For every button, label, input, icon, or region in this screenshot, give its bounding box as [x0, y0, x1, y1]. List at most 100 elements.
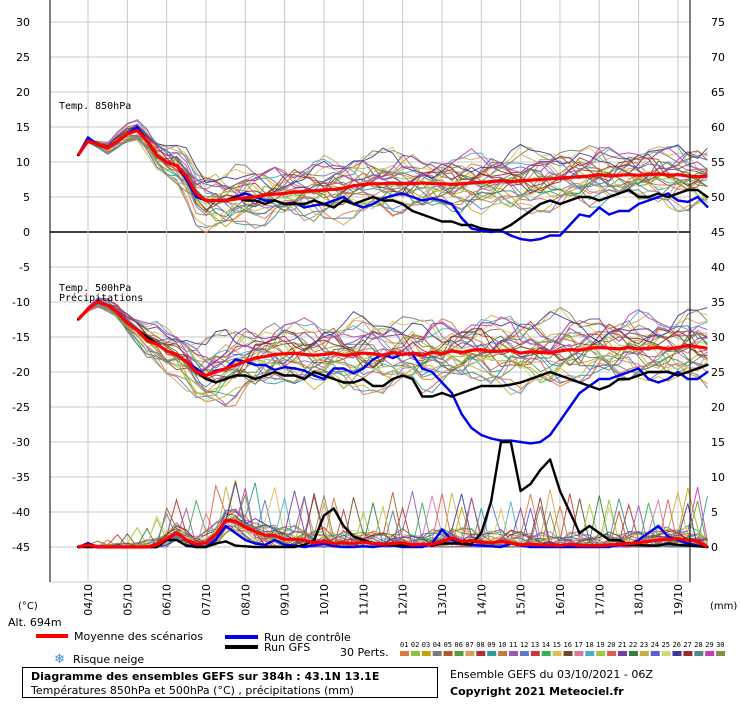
gfs-t500-point [332, 377, 335, 381]
legend-pert-swatch [585, 651, 595, 656]
control-t500-point [617, 374, 621, 377]
legend-pert-swatch [650, 651, 660, 656]
control-t850-point [696, 195, 699, 199]
control-t500-point [568, 405, 571, 409]
legend-pert-number: 03 [422, 641, 430, 649]
legend-pert-number: 14 [542, 641, 550, 649]
left-tick-label: -40 [12, 506, 30, 519]
gfs-precip-point [312, 538, 316, 542]
legend-pert-number: 21 [618, 641, 626, 649]
legend-pert-swatch [716, 651, 726, 656]
control-precip-point [371, 545, 375, 549]
gfs-precip-point [519, 489, 522, 493]
control-t500-point [293, 367, 296, 370]
pert-18-t850-line [77, 120, 708, 202]
control-t500-point [637, 367, 640, 370]
left-tick-label: -10 [12, 296, 30, 309]
gfs-precip-point [214, 542, 217, 545]
gfs-precip-point [598, 531, 601, 535]
right-tick-label: 65 [711, 86, 725, 99]
gfs-t850-point [480, 227, 483, 230]
gfs-t850-point [342, 199, 345, 202]
left-tick-label: -20 [12, 366, 30, 379]
legend-pert-swatch [541, 651, 551, 656]
right-tick-label: 5 [711, 506, 718, 519]
gfs-precip-point [666, 542, 670, 545]
gfs-t500-point [312, 370, 316, 374]
gfs-t850-point [381, 199, 385, 202]
right-tick-label: 40 [711, 261, 725, 274]
x-tick-label: 18/10 [633, 584, 646, 616]
control-t500-point [273, 368, 276, 372]
control-t850-point [666, 192, 670, 195]
gfs-t500-point [421, 395, 424, 398]
chart-legend: Moyenne des scénarios Run de contrôleRun … [36, 630, 726, 667]
gfs-t500-point [470, 388, 473, 391]
legend-pert-number: 28 [694, 641, 702, 649]
legend-pert-swatch [476, 651, 486, 656]
gfs-t500-point [450, 395, 453, 398]
gfs-t850-point [519, 216, 522, 220]
gfs-t500-point [273, 370, 276, 374]
gfs-precip-point [401, 544, 404, 547]
control-t850-point [391, 194, 394, 197]
control-precip-point [214, 538, 217, 542]
legend-pert-number: 23 [640, 641, 648, 649]
control-t850-point [312, 204, 316, 207]
control-precip-point [421, 545, 424, 549]
gfs-precip-point [470, 543, 473, 546]
gfs-t850-point [263, 202, 267, 206]
legend-pert-swatch [661, 651, 671, 656]
gfs-precip-point [224, 540, 227, 543]
control-t500-point [470, 426, 473, 430]
gfs-t500-point [224, 377, 227, 381]
gfs-t500-point [637, 374, 640, 377]
gfs-precip-point [204, 545, 208, 549]
gfs-t850-point [686, 188, 689, 192]
gfs-t500-point [676, 374, 680, 377]
right-tick-label: 30 [711, 331, 725, 344]
gfs-t850-point [627, 188, 630, 192]
gfs-t850-point [607, 195, 611, 199]
control-precip-point [342, 545, 345, 549]
gfs-t500-point [480, 384, 483, 388]
gfs-t500-point [568, 377, 571, 381]
gfs-t850-point [499, 228, 503, 232]
gfs-t850-point [470, 223, 473, 227]
run-label: Ensemble GEFS du 03/10/2021 - 06Z [450, 668, 653, 681]
gfs-t500-point [588, 384, 591, 388]
gfs-t500-point [539, 374, 542, 377]
x-tick-label: 15/10 [515, 584, 528, 616]
control-t500-point [421, 367, 424, 370]
gfs-t500-point [244, 374, 247, 377]
control-t850-point [480, 229, 483, 232]
legend-pert-swatch [509, 651, 518, 656]
x-tick-label: 12/10 [397, 584, 410, 616]
gfs-precip-point [647, 544, 650, 547]
legend-pert-number: 12 [520, 641, 528, 649]
pert-21-t500-line [77, 297, 708, 374]
legend-pert-number: 24 [651, 641, 659, 649]
gfs-precip-point [254, 545, 257, 549]
legend-pert-swatch [552, 651, 562, 656]
legend-gfs-label: Run GFS [264, 641, 310, 654]
gfs-precip-point [607, 538, 611, 542]
x-tick-label: 05/10 [121, 584, 134, 616]
legend-pert-number: 07 [465, 641, 473, 649]
control-precip-point [480, 544, 483, 547]
legend-pert-number: 13 [531, 641, 539, 649]
control-t850-point [568, 223, 571, 227]
legend-pert-swatch [607, 651, 617, 656]
gfs-t850-point [617, 192, 621, 195]
control-t500-point [539, 440, 542, 444]
gfs-t500-point [293, 374, 296, 377]
control-precip-point [273, 538, 276, 542]
gfs-t850-point [598, 199, 601, 202]
legend-pert-number: 17 [574, 641, 582, 649]
control-t850-point [136, 125, 139, 129]
right-tick-label: 10 [711, 471, 725, 484]
right-tick-label: 0 [711, 541, 718, 554]
x-tick-label: 07/10 [200, 584, 213, 616]
control-t500-point [529, 442, 532, 445]
legend-pert-number: 05 [444, 641, 452, 649]
